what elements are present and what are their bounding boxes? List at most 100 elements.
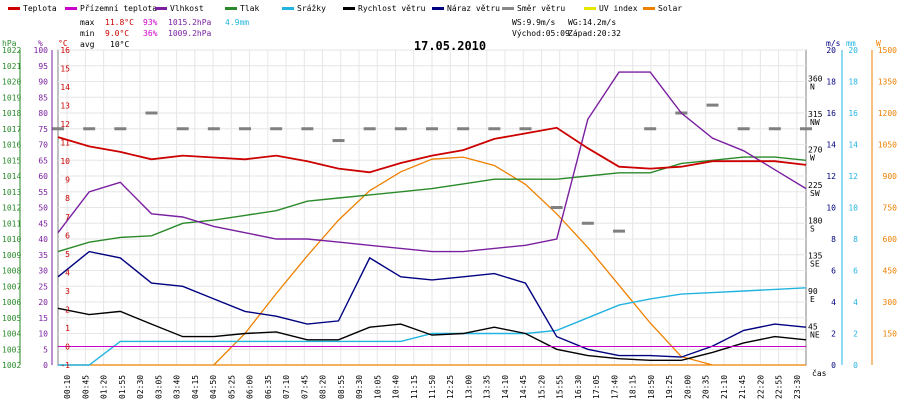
legend-swatch [225,7,237,10]
direction-mark [457,127,470,131]
humidity-tick: 20 [38,298,48,307]
legend-label: Teplota [23,4,57,13]
x-tick-label: 00:10 [63,375,72,399]
rain-tick: 10 [848,204,858,213]
pressure-tick: 1016 [2,141,21,150]
x-tick-label: 13:35 [483,375,492,399]
wind-gust-line [57,250,807,358]
x-tick-label: 10:40 [392,375,401,399]
temperature-tick: 0 [65,342,70,351]
legend-label: Náraz větru [447,4,500,13]
direction-mark [207,127,220,131]
direction-tick: 360 [808,75,823,84]
direction-label: NE [810,331,820,340]
x-tick-label: 14:45 [519,375,528,399]
x-tick-label: 17:40 [610,375,619,399]
direction-mark [519,127,532,131]
humidity-tick: 95 [38,62,48,71]
solar-tick: 1500 [878,46,897,55]
temperature-tick: 16 [60,46,70,55]
legend-swatch [502,7,514,10]
direction-tick: 270 [808,145,823,154]
solar-area [58,156,806,366]
pressure-tick: 1007 [2,282,21,291]
pressure-tick: 1008 [2,267,21,276]
direction-mark [800,127,812,131]
rain-tick: 14 [848,141,858,150]
temperature-tick: 2 [65,305,70,314]
temperature-tick: 4 [65,268,70,277]
grid [58,49,806,366]
temperature-tick: 15 [60,65,70,74]
solar-tick: 450 [883,267,898,276]
temperature-tick: 10 [60,157,70,166]
legend: Teplota Přízemní teplota Vlhkost Tlak Srážky… [8,4,682,13]
direction-mark [301,127,314,131]
solar-tick: 600 [883,235,898,244]
solar-tick: 1050 [878,141,897,150]
x-tick-label: 14:10 [501,375,510,399]
rain-tick: 4 [853,298,858,307]
humidity-tick: 60 [38,172,48,181]
x-tick-label: 22:20 [756,375,765,399]
legend-label: Tlak [240,4,259,13]
x-tick-label: 01:20 [100,375,109,399]
pressure-tick: 1009 [2,251,21,260]
direction-mark [550,206,563,209]
direction-label: N [810,83,815,92]
direction-mark [737,127,750,131]
rain-tick: 2 [853,330,858,339]
wind-speed-tick: 20 [826,46,836,55]
pressure-tick: 1014 [2,172,21,181]
x-tick-label: 21:45 [738,375,747,399]
series-lines [57,71,807,366]
humidity-tick: 70 [38,141,48,150]
pressure-tick: 1006 [2,298,21,307]
temperature-tick: 14 [60,83,70,92]
x-tick-label: 06:35 [264,375,273,399]
wind-gust-info: WG:14.2m/s [568,18,616,27]
legend-label: Přízemní teplota [80,4,157,13]
direction-label: E [810,295,815,304]
humidity-tick: 65 [38,156,48,165]
x-tick-label: 04:50 [209,375,218,399]
rain-tick: 8 [853,235,858,244]
humidity-line [57,71,807,253]
pressure-tick: 1020 [2,78,21,87]
legend-swatch [8,7,20,10]
x-tick-label: 21:10 [720,375,729,399]
legend-label: Směr větru [517,4,565,13]
direction-mark [363,127,376,131]
wind-speed-tick: 14 [826,141,836,150]
x-tick-label: 15:20 [537,375,546,399]
x-tick-label: 05:25 [227,375,236,399]
x-tick-label: 06:00 [246,375,255,399]
direction-mark [114,127,127,131]
x-tick-label: 16:30 [574,375,583,399]
pressure-tick: 1022 [2,46,21,55]
stat-max-temp: 11.8°C [105,18,134,27]
stat-avg-label: avg [80,40,95,49]
direction-mark [644,127,657,131]
x-tick-label: 11:50 [428,375,437,399]
wind-speed-line [57,307,807,361]
x-tick-label: 12:25 [446,375,455,399]
sunrise-info: Východ:05:09 [512,29,570,38]
rain-line [58,287,807,366]
legend-swatch [643,7,655,10]
x-tick-label: 22:55 [775,375,784,399]
direction-mark [239,127,251,131]
direction-mark [613,229,625,233]
direction-mark [332,139,345,143]
humidity-tick: 35 [38,251,48,260]
direction-label: S [810,224,815,233]
sunset-info: Západ:20:32 [568,29,621,38]
direction-tick: 135 [808,252,823,261]
axis-unit-solar: W [876,39,881,48]
wind-speed-tick: 18 [826,78,836,87]
humidity-tick: 80 [38,109,48,118]
pressure-line [57,156,807,253]
wind-speed-tick: 10 [826,204,836,213]
solar-tick: 900 [883,172,898,181]
pressure-tick: 1004 [2,330,21,339]
